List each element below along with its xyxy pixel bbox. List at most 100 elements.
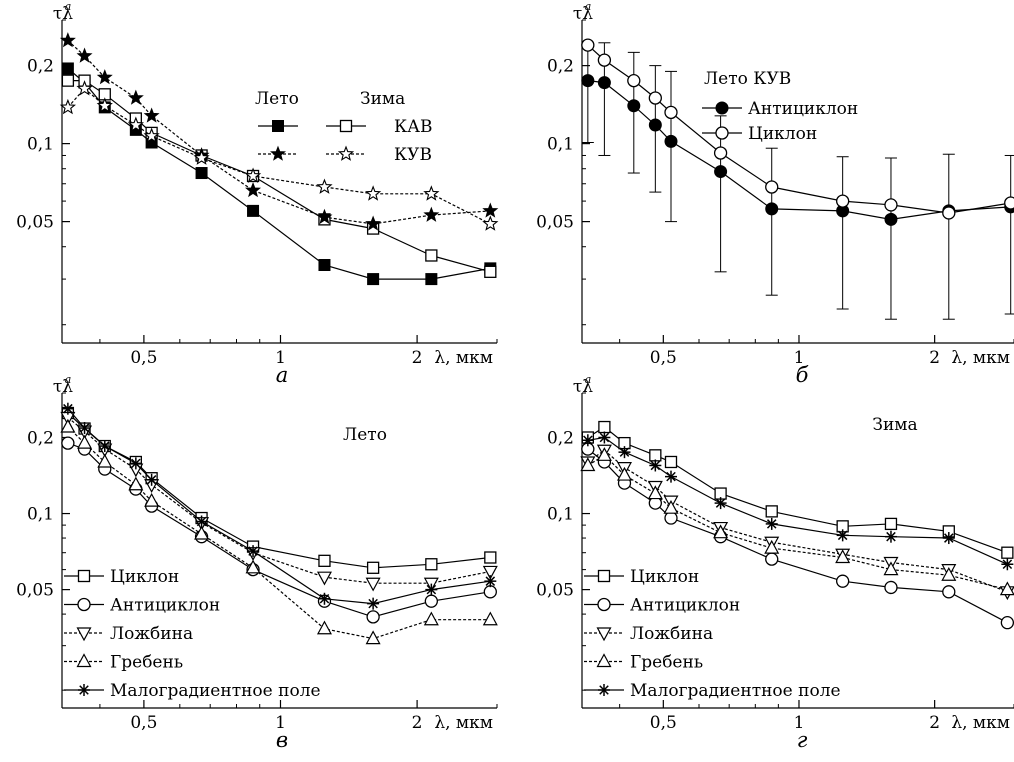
legend-sample-trough-marker (76, 627, 92, 642)
data-point-kav_winter (484, 265, 497, 278)
legend-sample-low_gradient-marker (78, 684, 90, 696)
x-axis-title: λ, мкм (951, 713, 1010, 733)
y-axis-title-sup: a (65, 0, 72, 13)
panel-v: 0,05 0,1 0,2 0,5 1 2 τλa λ, мкм в Лето Циклон Антиц… (16, 373, 498, 752)
data-point-ridge (647, 485, 663, 500)
legend-label: КУВ (394, 145, 432, 165)
x-tick-label: 2 (412, 713, 423, 733)
error-bar (884, 157, 897, 320)
data-point-kuv_summer (76, 47, 93, 63)
data-point-kav_summer (61, 62, 74, 75)
data-point-cyclone (713, 146, 728, 160)
x-tick-label: 2 (412, 348, 423, 368)
data-point-kuv_winter (482, 215, 499, 231)
x-tick-label: 1 (275, 348, 286, 368)
data-point-low_gradient (581, 434, 594, 447)
data-point-cyclone (597, 53, 612, 67)
data-point-kuv_winter (59, 98, 76, 115)
series-low_gradient (581, 431, 1014, 571)
data-point-kuv_winter (244, 167, 262, 183)
data-point-kuv_summer (59, 32, 76, 48)
legend-label: Ложбина (110, 624, 193, 644)
y-axis-title: τλ (573, 377, 593, 397)
data-point-kuv_winter (365, 185, 382, 201)
data-point-ridge (764, 539, 780, 554)
data-point-ridge (883, 561, 899, 576)
legend: Лето КУВ Антициклон Циклон (702, 69, 858, 144)
data-point-low_gradient (765, 517, 778, 530)
data-point-anticyclone (836, 574, 850, 588)
data-point-kuv_summer (245, 181, 262, 198)
data-point-cyclone (664, 105, 678, 120)
data-point-kuv_summer (127, 89, 144, 105)
data-point-cyclone (484, 551, 497, 564)
data-point-kuv_winter (193, 149, 210, 165)
data-point-anticyclone (765, 202, 779, 216)
data-point-anticyclone (664, 134, 678, 148)
data-point-cyclone (664, 455, 678, 469)
legend-label: Антициклон (748, 99, 858, 119)
legend-label: Малоградиентное поле (110, 681, 321, 701)
y-axis-title-sup: a (585, 373, 592, 386)
legend: Лето Циклон Антициклон Ложбина Гребень Малогр… (64, 425, 387, 701)
data-point-low_gradient (61, 402, 74, 415)
x-tick-label: 2 (929, 713, 940, 733)
legend-sample-ridge-marker (76, 653, 92, 668)
data-point-kav_summer (318, 259, 331, 272)
data-point-low_gradient (484, 575, 497, 588)
y-axis-title: τλ (53, 377, 73, 397)
data-point-ridge (663, 499, 679, 514)
data-point-ridge (596, 447, 612, 461)
legend-sample-cyclone-marker (77, 569, 91, 583)
data-point-ridge (713, 524, 729, 539)
legend-sample-cyclone-marker (715, 126, 729, 140)
y-axis-title-sup: a (65, 373, 72, 386)
x-tick-label: 0,5 (130, 348, 157, 368)
data-point-anticyclone (884, 212, 898, 226)
series-ridge (580, 447, 1014, 596)
error-bar (627, 51, 640, 174)
x-tick-label: 2 (929, 348, 940, 368)
panel-letter: б (796, 363, 809, 387)
data-point-anticyclone (765, 552, 779, 566)
data-point-low_gradient (714, 497, 727, 510)
data-point-ridge (194, 525, 210, 540)
y-axis-title: τλ (573, 4, 593, 24)
error-bar (581, 42, 594, 143)
error-bar (714, 115, 727, 273)
data-point-anticyclone (597, 76, 611, 90)
y-tick-label: 0,05 (16, 581, 54, 601)
data-point-kav_winter (425, 249, 438, 262)
data-point-kav_summer (367, 273, 380, 286)
y-tick-label: 0,05 (536, 213, 574, 233)
legend-label: Малоградиентное поле (630, 681, 841, 701)
y-tick-label: 0,1 (27, 505, 54, 525)
data-point-low_gradient (195, 515, 208, 528)
data-point-low_gradient (1001, 558, 1014, 571)
data-point-trough (316, 571, 332, 586)
data-point-low_gradient (664, 470, 677, 483)
data-point-ridge (835, 549, 851, 564)
data-point-kuv_winter (316, 178, 333, 194)
data-point-kuv_winter (127, 116, 144, 132)
legend-sample-anticyclone-marker (715, 101, 729, 115)
legend: Зима Циклон Антициклон Ложбина Гребень Малогр… (584, 415, 918, 701)
series-kuv_winter (59, 80, 499, 231)
x-tick-label: 0,5 (130, 713, 157, 733)
data-point-kuv_summer (482, 202, 499, 218)
legend-sample-kuv_summer-marker (270, 145, 286, 161)
data-point-kuv_winter (423, 185, 440, 201)
data-point-anticyclone (664, 511, 678, 525)
legend-sample-ridge-marker (596, 653, 612, 668)
series-cyclone (581, 38, 1014, 220)
panel-title: Лето КУВ (704, 69, 791, 89)
data-point-ridge (77, 434, 93, 449)
panel-title: Лето (343, 425, 387, 445)
legend-sample-kuv_winter-marker (337, 145, 355, 161)
data-point-cyclone (836, 194, 850, 208)
legend-label: Циклон (630, 567, 699, 587)
panel-g: 0,05 0,1 0,2 0,5 1 2 τλa λ, мкм г Зима Циклон Антиц… (536, 373, 1014, 752)
legend-sample-kav_summer-marker (272, 120, 284, 132)
data-point-anticyclone (61, 436, 75, 450)
data-point-kuv_summer (316, 208, 333, 224)
